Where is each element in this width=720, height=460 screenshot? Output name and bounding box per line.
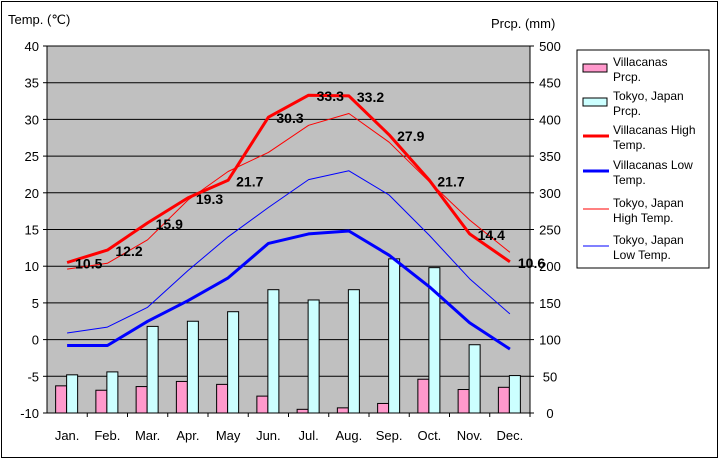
- right-tick-label: 300: [539, 186, 561, 201]
- bar: [497, 386, 510, 414]
- legend-box: [576, 49, 710, 269]
- right-tick-label: 150: [539, 296, 561, 311]
- x-tick-label: Feb.: [94, 428, 120, 443]
- bar: [336, 407, 349, 414]
- bar: [216, 383, 229, 414]
- bars: [55, 258, 521, 414]
- data-label: 33.3: [317, 88, 344, 104]
- data-labels: 10.5 12.2 15.9 19.3 21.7 30.3 33.3 33.2 27.9 21.7…: [75, 88, 545, 271]
- bar: [186, 320, 199, 414]
- x-tick-label: Sep.: [376, 428, 403, 443]
- left-tick-label: 30: [25, 112, 39, 127]
- bar: [267, 289, 280, 414]
- x-tick-label: May: [216, 428, 241, 443]
- data-label: 21.7: [437, 173, 464, 189]
- x-tick-label: Mar.: [135, 428, 160, 443]
- legend-label: Villacanas Prcp.: [613, 55, 667, 84]
- bar: [227, 311, 240, 414]
- x-tick-label: Oct.: [417, 428, 441, 443]
- right-tick-label: 500: [539, 39, 561, 54]
- series-line: [67, 229, 511, 351]
- legend-swatch: [582, 97, 608, 107]
- right-tick-label: 200: [539, 259, 561, 274]
- x-tick-label: Apr.: [176, 428, 199, 443]
- x-tick-label: Aug.: [336, 428, 363, 443]
- right-tick-label: 350: [539, 149, 561, 164]
- right-tick-label: 0: [546, 406, 553, 421]
- bar: [307, 299, 320, 414]
- left-tick-label: 20: [25, 186, 39, 201]
- legend: Villacanas Prcp. Tokyo, Japan Prcp. Villacan…: [576, 49, 710, 269]
- x-tick-label: Jul.: [299, 428, 319, 443]
- right-axis-title: Prcp. (mm): [491, 16, 555, 31]
- data-label: 21.7: [236, 173, 263, 189]
- bar: [55, 385, 68, 414]
- left-axis-title: Temp. (℃): [8, 12, 70, 27]
- x-tick-label: Dec.: [497, 428, 524, 443]
- bar: [468, 344, 481, 414]
- gridlines: [43, 45, 534, 417]
- data-label: 15.9: [156, 216, 183, 232]
- legend-label: Tokyo, Japan High Temp.: [613, 196, 684, 225]
- data-label: 19.3: [196, 191, 223, 207]
- right-tick-label: 100: [539, 333, 561, 348]
- right-tick-label: 250: [539, 223, 561, 238]
- bar: [388, 258, 401, 414]
- legend-label: Villacanas Low Temp.: [613, 158, 693, 187]
- left-tick-label: 0: [32, 333, 39, 348]
- legend-label: Tokyo, Japan Prcp.: [613, 89, 684, 118]
- left-tick-label: 40: [25, 39, 39, 54]
- bar: [146, 325, 159, 414]
- bar: [428, 267, 441, 414]
- bar: [175, 380, 188, 414]
- bar: [106, 371, 119, 414]
- data-label: 10.5: [75, 256, 102, 272]
- legend-swatch: [582, 63, 608, 73]
- bar: [377, 402, 390, 414]
- data-label: 10.6: [518, 255, 545, 271]
- right-tick-label: 450: [539, 76, 561, 91]
- left-tick-label: 15: [25, 223, 39, 238]
- bar: [347, 289, 360, 414]
- bar: [95, 389, 108, 414]
- right-tick-label: 400: [539, 112, 561, 127]
- bar: [417, 378, 430, 414]
- data-label: 33.2: [357, 89, 384, 105]
- right-tick-label: 50: [543, 369, 557, 384]
- bar: [296, 408, 309, 414]
- left-tick-label: 5: [32, 296, 39, 311]
- data-label: 27.9: [397, 128, 424, 144]
- left-tick-label: 10: [25, 259, 39, 274]
- legend-label: Tokyo, Japan Low Temp.: [613, 233, 684, 262]
- series-line: [67, 170, 511, 334]
- bar: [457, 389, 470, 414]
- data-label: 14.4: [478, 227, 505, 243]
- left-tick-label: 25: [25, 149, 39, 164]
- bar: [256, 395, 269, 414]
- series-lines: [66, 93, 511, 351]
- data-label: 30.3: [276, 110, 303, 126]
- x-tick-label: Jun.: [256, 428, 281, 443]
- data-label: 12.2: [115, 243, 142, 259]
- tick-labels: 4035302520151050-5-105004504003503002502…: [20, 39, 561, 443]
- left-tick-label: -10: [20, 406, 39, 421]
- legend-label: Villacanas High Temp.: [613, 123, 696, 152]
- bar: [508, 375, 521, 414]
- left-tick-label: 35: [25, 76, 39, 91]
- left-tick-label: -5: [27, 369, 39, 384]
- bar: [66, 374, 79, 414]
- x-tick-label: Jan.: [55, 428, 80, 443]
- bar: [135, 386, 148, 414]
- x-tick-label: Nov.: [457, 428, 483, 443]
- series-line: [66, 93, 511, 264]
